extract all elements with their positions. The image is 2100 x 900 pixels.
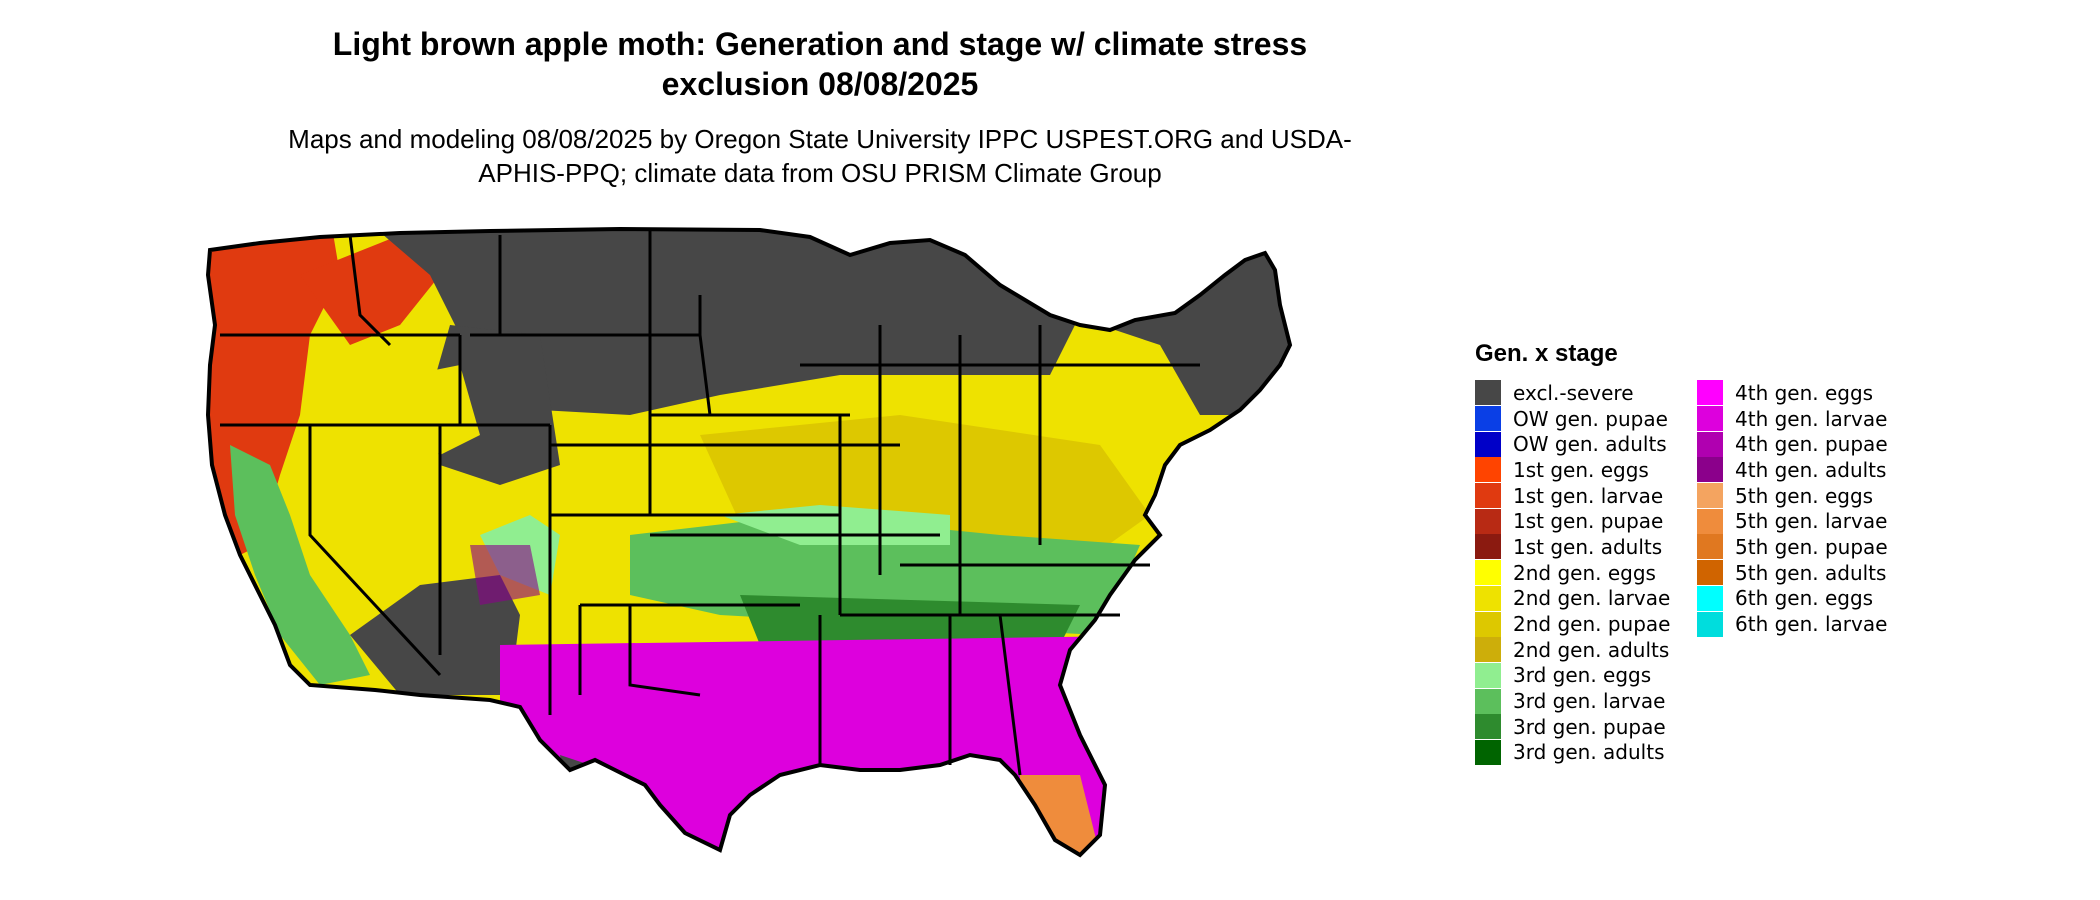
- legend-label: 5th gen. pupae: [1735, 534, 1888, 559]
- legend-label: 5th gen. larvae: [1735, 509, 1888, 534]
- legend-item: 4th gen. eggs: [1697, 380, 1888, 406]
- legend-item: 4th gen. larvae: [1697, 406, 1888, 432]
- legend-item: 6th gen. eggs: [1697, 585, 1888, 612]
- legend-swatch: [1475, 431, 1501, 457]
- legend-item: 4th gen. pupae: [1697, 431, 1888, 457]
- legend-swatch: [1475, 688, 1501, 714]
- legend-swatch: [1475, 585, 1501, 611]
- legend-item: 1st gen. pupae: [1475, 508, 1670, 534]
- map-subtitle: Maps and modeling 08/08/2025 by Oregon S…: [288, 124, 1352, 188]
- legend-swatch: [1697, 380, 1723, 406]
- legend-swatch: [1475, 483, 1501, 509]
- legend-item: 1st gen. larvae: [1475, 483, 1670, 509]
- legend-label: 2nd gen. pupae: [1513, 612, 1671, 637]
- legend-label: 2nd gen. eggs: [1513, 560, 1656, 585]
- legend-swatch: [1475, 380, 1501, 406]
- legend-swatch: [1475, 406, 1501, 432]
- legend-label: excl.-severe: [1513, 380, 1634, 405]
- legend-label: 1st gen. pupae: [1513, 509, 1664, 534]
- legend-item: OW gen. pupae: [1475, 406, 1670, 432]
- legend-label: 1st gen. larvae: [1513, 483, 1664, 508]
- legend-item: 3rd gen. pupae: [1475, 714, 1670, 740]
- legend-label: 4th gen. eggs: [1735, 380, 1874, 405]
- legend-label: OW gen. pupae: [1513, 406, 1668, 431]
- legend-swatch: [1697, 611, 1723, 637]
- legend-swatch: [1697, 560, 1723, 586]
- legend-swatch: [1475, 611, 1501, 637]
- legend-item: excl.-severe: [1475, 380, 1670, 406]
- legend-item: 2nd gen. pupae: [1475, 611, 1670, 637]
- legend-label: OW gen. adults: [1513, 432, 1667, 457]
- legend-label: 4th gen. larvae: [1735, 406, 1888, 431]
- legend-item: 5th gen. larvae: [1697, 508, 1888, 534]
- legend-label: 5th gen. adults: [1735, 560, 1887, 585]
- legend-swatch: [1697, 585, 1723, 611]
- legend-swatch: [1697, 431, 1723, 457]
- legend-item: 3rd gen. adults: [1475, 739, 1670, 766]
- legend-item: 2nd gen. eggs: [1475, 560, 1670, 586]
- legend-label: 2nd gen. larvae: [1513, 586, 1671, 611]
- legend-item: 5th gen. pupae: [1697, 534, 1888, 560]
- legend-item: OW gen. adults: [1475, 431, 1670, 457]
- legend-label: 1st gen. adults: [1513, 534, 1663, 559]
- legend-item: 2nd gen. larvae: [1475, 585, 1671, 612]
- legend-swatch: [1697, 406, 1723, 432]
- legend-swatch: [1697, 508, 1723, 534]
- legend-item: 3rd gen. eggs: [1475, 662, 1670, 689]
- legend-swatch: [1475, 739, 1501, 765]
- legend-item: 1st gen. eggs: [1475, 457, 1670, 483]
- legend-label: 3rd gen. larvae: [1513, 689, 1666, 714]
- legend-swatch: [1697, 457, 1723, 483]
- legend-label: 3rd gen. eggs: [1513, 663, 1652, 688]
- legend-item: 3rd gen. larvae: [1475, 688, 1670, 714]
- legend-label: 2nd gen. adults: [1513, 637, 1670, 662]
- legend-label: 5th gen. eggs: [1735, 483, 1874, 508]
- legend-swatch: [1697, 483, 1723, 509]
- legend-label: 3rd gen. pupae: [1513, 714, 1666, 739]
- legend-swatch: [1475, 714, 1501, 740]
- legend-label: 1st gen. eggs: [1513, 457, 1649, 482]
- us-map: [200, 215, 1450, 895]
- legend-label: 3rd gen. adults: [1513, 740, 1665, 765]
- legend-column-1: excl.-severe OW gen. pupae OW gen. adults 1…: [1475, 380, 1670, 765]
- map-title: Light brown apple moth: Generation and s…: [332, 26, 1308, 102]
- legend-swatch: [1475, 637, 1501, 663]
- legend-item: 4th gen. adults: [1697, 457, 1888, 483]
- legend-swatch: [1475, 457, 1501, 483]
- legend-title: Gen. x stage: [1475, 340, 1618, 367]
- legend-item: 1st gen. adults: [1475, 534, 1670, 560]
- legend-item: 6th gen. larvae: [1697, 611, 1888, 637]
- legend-label: 4th gen. pupae: [1735, 432, 1888, 457]
- legend-swatch: [1697, 534, 1723, 560]
- legend-label: 6th gen. larvae: [1735, 612, 1888, 637]
- legend-label: 6th gen. eggs: [1735, 586, 1874, 611]
- legend-column-2: 4th gen. eggs 4th gen. larvae 4th gen. pup…: [1697, 380, 1888, 637]
- legend-swatch: [1475, 662, 1501, 688]
- legend-swatch: [1475, 534, 1501, 560]
- legend-swatch: [1475, 560, 1501, 586]
- legend-item: 5th gen. eggs: [1697, 483, 1888, 509]
- legend-label: 4th gen. adults: [1735, 457, 1887, 482]
- legend-swatch: [1475, 508, 1501, 534]
- legend-item: 5th gen. adults: [1697, 560, 1888, 586]
- legend-item: 2nd gen. adults: [1475, 637, 1670, 663]
